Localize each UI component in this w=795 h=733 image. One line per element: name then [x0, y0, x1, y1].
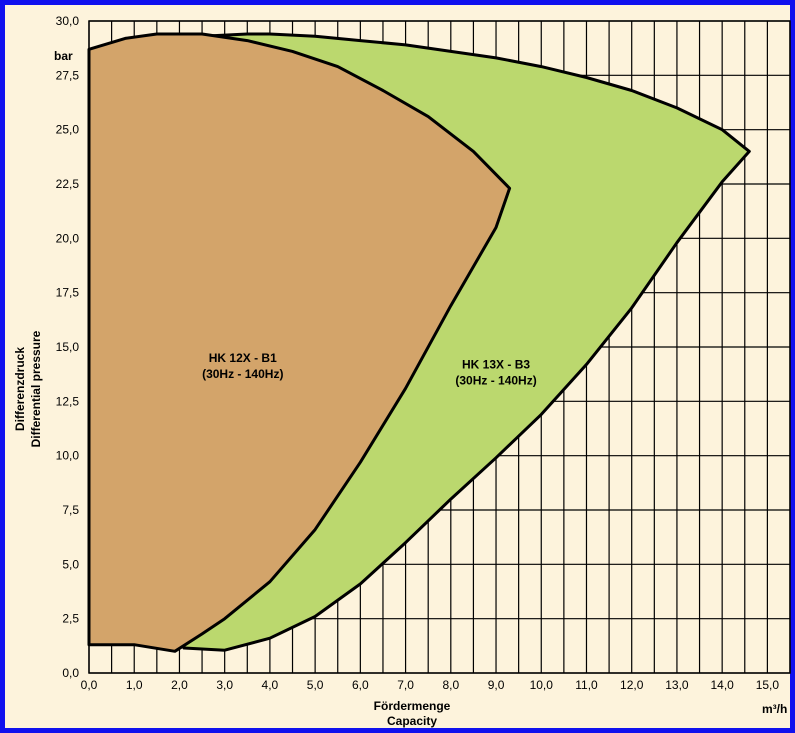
- x-tick-label: 7,0: [397, 678, 414, 692]
- y-tick-label: 2,5: [62, 612, 79, 626]
- x-tick-label: 9,0: [488, 678, 505, 692]
- area-series-2: [87, 32, 512, 653]
- y-tick-label: 12,5: [56, 394, 80, 408]
- y-tick-label: 7,5: [62, 503, 79, 517]
- y-tick-label: 10,0: [56, 449, 80, 463]
- y-tick-label: 22,5: [56, 177, 80, 191]
- x-tick-label: 12,0: [620, 678, 644, 692]
- labels: bar m³/h Fördermenge Capacity Differenzd…: [13, 49, 787, 728]
- y-tick-label: 30,0: [56, 14, 80, 28]
- tick-labels: 0,0 1,0 2,0 3,0 4,0 5,0 6,0 7,0 8,0 9,0 10,0 11,0 12…: [56, 14, 780, 692]
- series-label-2-line-1: HK 12X - B1: [209, 351, 277, 365]
- x-axis-label-line-1: Fördermenge: [374, 699, 451, 713]
- y-tick-label: 20,0: [56, 231, 80, 245]
- x-tick-label: 3,0: [216, 678, 233, 692]
- x-tick-label: 5,0: [307, 678, 324, 692]
- x-tick-label: 11,0: [575, 678, 598, 692]
- x-unit-label: m³/h: [762, 702, 787, 716]
- x-tick-label: 13,0: [665, 678, 689, 692]
- y-tick-label: 15,0: [56, 340, 80, 354]
- series-label-1-line-2: (30Hz - 140Hz): [455, 374, 536, 388]
- y-tick-label: 25,0: [56, 123, 80, 137]
- y-tick-label: 27,5: [56, 68, 80, 82]
- x-tick-label: 0,0: [81, 678, 98, 692]
- y-unit-label: bar: [54, 49, 73, 63]
- series-label-2-line-2: (30Hz - 140Hz): [202, 367, 283, 381]
- x-tick-label: 14,0: [710, 678, 734, 692]
- x-tick-label: 8,0: [442, 678, 459, 692]
- areas: [87, 32, 751, 653]
- y-tick-label: 17,5: [56, 286, 80, 300]
- x-tick-label: 15,0: [756, 678, 780, 692]
- x-tick-label: 2,0: [171, 678, 188, 692]
- y-tick-label: 0,0: [62, 666, 79, 680]
- series-label-1-line-1: HK 13X - B3: [462, 358, 530, 372]
- x-tick-label: 4,0: [262, 678, 279, 692]
- y-axis-label-line-2: Differential pressure: [29, 330, 43, 447]
- x-tick-label: 10,0: [530, 678, 554, 692]
- y-tick-label: 5,0: [62, 557, 79, 571]
- x-tick-label: 6,0: [352, 678, 369, 692]
- x-axis-label-line-2: Capacity: [387, 714, 437, 728]
- y-axis-label-line-1: Differenzdruck: [13, 347, 27, 431]
- x-tick-label: 1,0: [126, 678, 143, 692]
